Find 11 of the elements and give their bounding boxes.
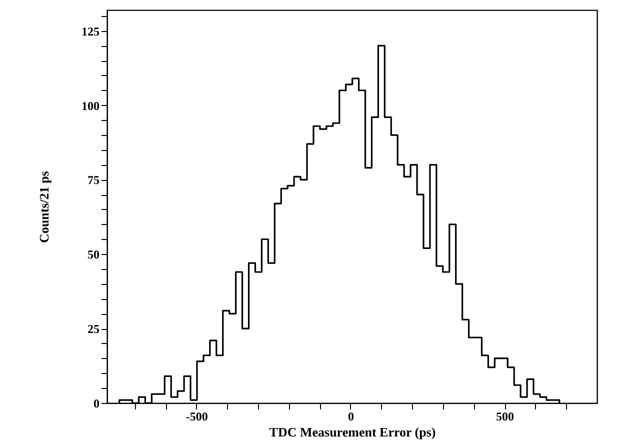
x-tick-label: 0: [348, 410, 354, 424]
y-tick-label: 50: [88, 248, 100, 262]
y-tick-label: 25: [88, 322, 100, 336]
y-tick-label: 100: [82, 98, 100, 113]
x-axis-title: TDC Measurement Error (ps): [269, 424, 436, 440]
y-tick-label: 0: [94, 396, 100, 410]
x-tick-label: -500: [186, 410, 208, 424]
y-axis-title: Counts/21 ps: [36, 171, 52, 243]
y-tick-label: 125: [82, 24, 100, 38]
y-tick-label: 75: [88, 173, 100, 188]
x-tick-label: 500: [496, 410, 514, 424]
